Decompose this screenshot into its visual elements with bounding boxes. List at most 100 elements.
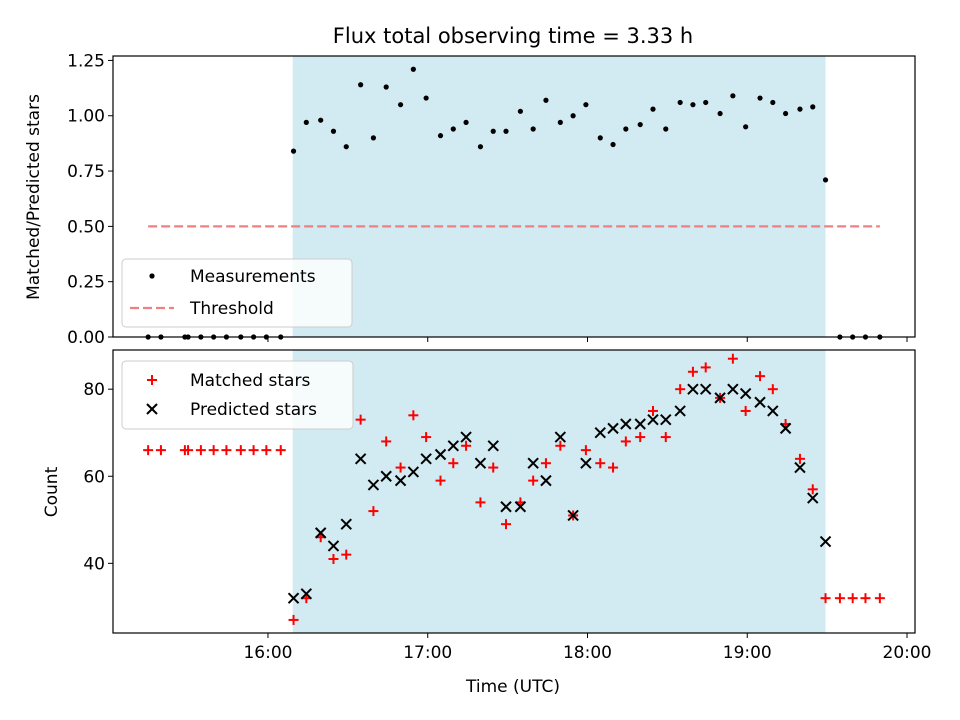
predicted-star-point <box>367 479 380 491</box>
measurement-point <box>330 128 337 134</box>
matched-star-point <box>700 362 711 373</box>
measurement-point <box>543 97 549 103</box>
matched-star-point <box>235 445 246 456</box>
predicted-star-point <box>327 540 340 552</box>
x-tick-label: 16:00 <box>243 643 292 663</box>
predicted-star-point <box>714 392 726 404</box>
matched-star-point <box>595 458 606 469</box>
matched-star-point <box>647 405 658 416</box>
bottom-shaded-span <box>292 350 826 633</box>
matched-star-point <box>355 414 366 425</box>
measurement-point <box>782 110 789 117</box>
y-tick-label: 0.25 <box>67 273 105 293</box>
matched-star-point <box>155 445 166 456</box>
matched-star-point <box>660 432 671 443</box>
measurement-point <box>797 106 803 112</box>
measurement-point <box>717 110 723 117</box>
top-observing-span <box>292 56 826 337</box>
predicted-star-point <box>380 470 392 482</box>
y-tick-label: 0.50 <box>67 217 105 237</box>
y-tick-label: 1.00 <box>67 107 105 127</box>
measurement-point <box>437 133 444 139</box>
measurement-point <box>503 128 509 134</box>
measurement-point <box>650 106 656 112</box>
predicted-star-point <box>754 396 766 408</box>
measurement-point <box>822 177 829 183</box>
matched-star-point <box>368 506 379 517</box>
x-tick-label: 18:00 <box>563 643 612 663</box>
matched-star-point <box>740 405 751 416</box>
measurement-point <box>343 144 349 150</box>
x-axis-label: Time (UTC) <box>465 677 560 697</box>
measurement-point <box>730 93 736 99</box>
measurement-point <box>597 135 603 141</box>
predicted-star-point <box>487 440 499 452</box>
predicted-star-point <box>460 431 472 443</box>
measurement-point <box>358 82 364 88</box>
measurement-point <box>757 95 763 101</box>
matched-star-point <box>381 436 392 447</box>
predicted-star-point <box>819 535 832 548</box>
x-tick-label: 20:00 <box>883 643 932 663</box>
predicted-star-point <box>340 518 352 530</box>
measurement-point <box>370 135 377 141</box>
predicted-star-point <box>567 509 579 522</box>
matched-star-point <box>540 458 551 469</box>
predicted-star-point <box>527 457 539 469</box>
predicted-star-point <box>700 383 712 395</box>
matched-star-point <box>221 445 232 456</box>
legend-measurements-label: Measurements <box>190 267 316 287</box>
predicted-star-point <box>420 453 432 465</box>
matched-star-point <box>275 445 286 456</box>
measurement-point <box>423 95 429 101</box>
matched-star-point <box>635 432 646 443</box>
matched-star-point <box>528 475 539 486</box>
matched-star-point <box>475 497 486 508</box>
predicted-star-point <box>287 592 300 604</box>
predicted-star-point <box>540 474 552 487</box>
measurement-point <box>663 126 669 132</box>
measurement-point <box>810 104 816 110</box>
matched-star-point <box>794 453 805 464</box>
y-tick-label: 80 <box>83 380 105 400</box>
measurement-point <box>637 121 643 128</box>
predicted-star-point <box>554 431 567 443</box>
predicted-star-point <box>807 492 819 504</box>
predicted-star-point <box>607 422 619 435</box>
legend-threshold-label: Threshold <box>189 299 274 319</box>
matched-star-point <box>248 445 259 456</box>
predicted-star-point <box>739 387 752 400</box>
measurement-point <box>703 99 709 106</box>
matched-star-point <box>820 593 831 604</box>
x-tick-label: 17:00 <box>403 643 452 663</box>
matched-star-point <box>143 445 154 456</box>
top-panel: 0.00 0.25 0.50 0.75 1.00 1.25 Matched/Predict… <box>24 51 916 348</box>
matched-star-point <box>847 593 858 604</box>
matched-star-point <box>341 549 352 560</box>
measurement-point <box>450 126 456 132</box>
legend-matched-marker <box>147 375 157 385</box>
matched-star-point <box>608 462 619 473</box>
measurement-point <box>410 66 416 72</box>
matched-star-point <box>555 440 566 451</box>
measurement-point <box>770 99 776 106</box>
top-legend: Measurements Threshold <box>121 258 353 328</box>
bottom-axes-frame <box>112 349 916 634</box>
measurement-point <box>583 102 589 108</box>
measurement-point <box>743 124 749 130</box>
predicted-star-point <box>407 466 420 478</box>
measurement-point <box>623 126 629 132</box>
predicted-star-point <box>647 413 659 426</box>
legend-matched-label: Matched stars <box>190 371 310 391</box>
legend-predicted-marker <box>146 403 158 415</box>
top-y-axis-label: Matched/Predicted stars <box>24 94 44 300</box>
predicted-star-point <box>314 527 327 539</box>
matched-star-point <box>874 593 885 604</box>
bottom-y-axis-label: Count <box>42 466 62 517</box>
measurement-point <box>397 102 404 108</box>
y-tick-label: 40 <box>83 554 105 574</box>
measurement-point <box>677 99 683 106</box>
matched-star-point <box>767 384 778 395</box>
matched-star-point <box>435 475 446 486</box>
predicted-star-point <box>779 422 792 435</box>
